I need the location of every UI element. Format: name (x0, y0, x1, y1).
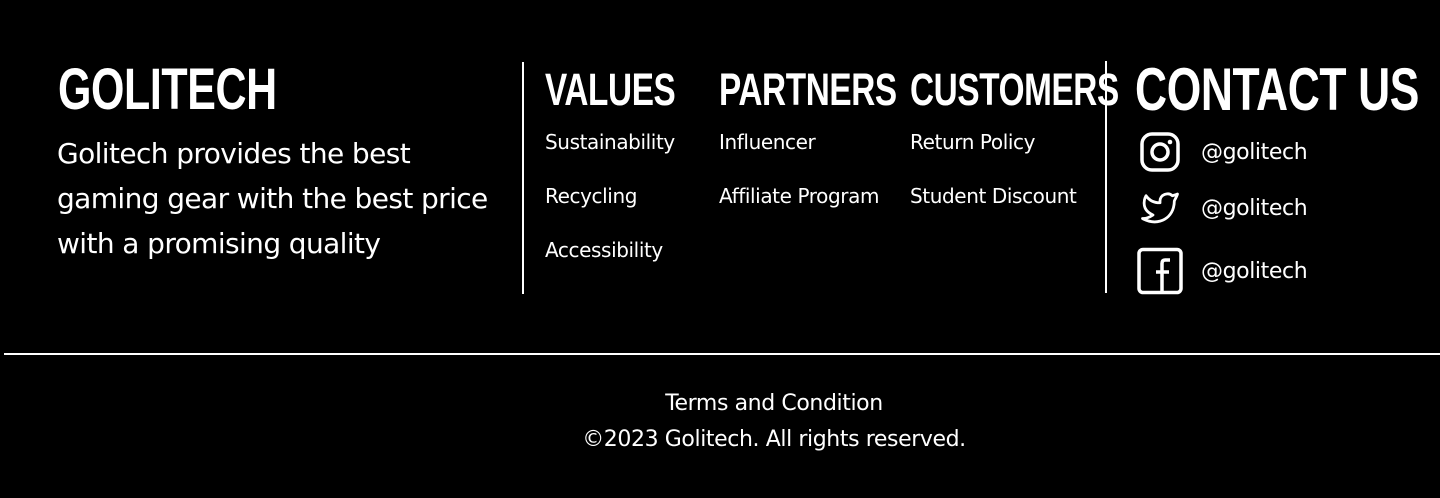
copyright-text: ©2023 Golitech. All rights reserved. (582, 427, 966, 452)
partners-heading: PARTNERS (719, 64, 897, 115)
brand-tagline: Golitech provides the best gaming gear w… (57, 137, 488, 260)
facebook-handle: @golitech (1201, 258, 1308, 284)
twitter-icon (1135, 183, 1185, 233)
facebook-icon (1135, 246, 1185, 296)
values-heading: VALUES (545, 64, 676, 115)
social-instagram[interactable]: @golitech (1135, 127, 1308, 177)
instagram-handle: @golitech (1201, 139, 1308, 165)
social-twitter[interactable]: @golitech (1135, 183, 1308, 233)
brand-name: GOLITECH (58, 57, 277, 122)
copyright-row: ©2023 Golitech. All rights reserved. (0, 427, 1440, 452)
footer-divider (4, 353, 1440, 355)
twitter-handle: @golitech (1201, 195, 1308, 221)
instagram-icon (1135, 127, 1185, 177)
link-affiliate-program[interactable]: Affiliate Program (719, 184, 880, 208)
column-divider-left (522, 62, 524, 294)
social-facebook[interactable]: @golitech (1135, 246, 1308, 296)
customers-heading: CUSTOMERS (910, 64, 1119, 115)
link-sustainability[interactable]: Sustainability (545, 130, 675, 154)
link-return-policy[interactable]: Return Policy (910, 130, 1036, 154)
terms-link[interactable]: Terms and Condition (665, 391, 883, 416)
terms-row: Terms and Condition (0, 391, 1440, 416)
column-divider-right (1105, 61, 1107, 293)
link-recycling[interactable]: Recycling (545, 184, 638, 208)
link-student-discount[interactable]: Student Discount (910, 184, 1077, 208)
link-accessibility[interactable]: Accessibility (545, 238, 663, 262)
contact-heading: CONTACT US (1135, 56, 1420, 123)
link-influencer[interactable]: Influencer (719, 130, 816, 154)
